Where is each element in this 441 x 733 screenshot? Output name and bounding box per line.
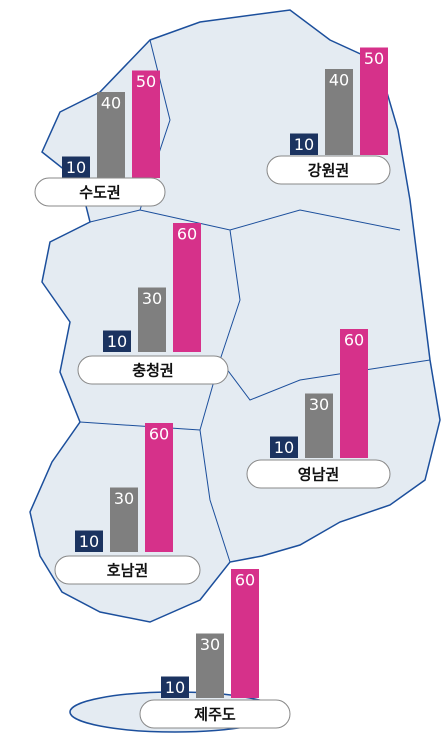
region-label: 호남권: [107, 562, 148, 580]
bar-value: 30: [142, 289, 162, 308]
region-pill: [246, 459, 391, 489]
bar-value: 40: [101, 94, 121, 113]
bar: [75, 530, 103, 552]
bar: [132, 70, 160, 178]
bar-value: 10: [165, 678, 185, 697]
bar: [305, 393, 333, 458]
region-label: 충청권: [132, 362, 173, 380]
bar-value: 30: [114, 489, 134, 508]
bar: [196, 633, 224, 698]
bar-value: 60: [149, 425, 169, 444]
bar: [231, 569, 259, 698]
bar-value: 50: [364, 49, 384, 68]
bar: [138, 287, 166, 352]
bar-value: 50: [136, 72, 156, 91]
bar: [110, 487, 138, 552]
region-border: [79, 39, 431, 563]
bar: [97, 92, 125, 178]
bar-value: 60: [344, 331, 364, 350]
region-pill: [77, 355, 229, 385]
bar-value: 30: [200, 635, 220, 654]
bar-value: 30: [309, 395, 329, 414]
bar: [360, 47, 388, 155]
bar: [62, 156, 90, 178]
region-pill: [54, 555, 201, 585]
bar: [161, 676, 189, 698]
region-pill: [266, 155, 391, 185]
bar-value: 10: [79, 532, 99, 551]
bar: [340, 329, 368, 458]
region-label: 제주도: [194, 706, 236, 724]
region-pill: [34, 177, 166, 207]
bar-value: 10: [274, 438, 294, 457]
region-label: 수도권: [79, 184, 120, 202]
bar: [325, 69, 353, 155]
bar: [103, 330, 131, 352]
region-pill: [139, 699, 291, 729]
bar-value: 10: [66, 158, 86, 177]
region-label: 강원권: [308, 162, 349, 180]
bar-value: 40: [329, 71, 349, 90]
bar: [145, 423, 173, 552]
region-label: 영남권: [298, 466, 339, 484]
bar: [290, 133, 318, 155]
bar-value: 10: [107, 332, 127, 351]
bar: [173, 223, 201, 352]
bar-value: 60: [177, 225, 197, 244]
bar-value: 60: [235, 571, 255, 590]
bar: [270, 436, 298, 458]
bar-value: 10: [294, 135, 314, 154]
